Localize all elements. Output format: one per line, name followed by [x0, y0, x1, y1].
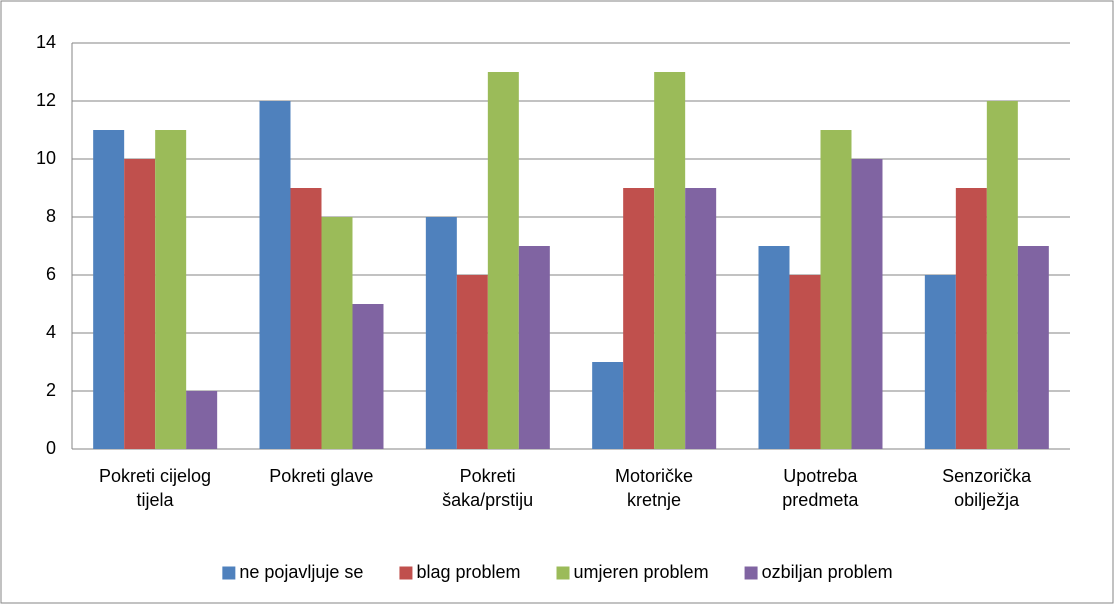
legend-swatch	[744, 566, 758, 580]
legend-swatch	[556, 566, 570, 580]
bar	[456, 275, 488, 449]
x-tick-label: Upotreba predmeta	[782, 466, 859, 510]
y-tick-label: 4	[46, 322, 56, 342]
bar	[1017, 246, 1049, 449]
legend-label: umjeren problem	[574, 562, 709, 582]
bar	[592, 362, 624, 449]
bar	[124, 159, 156, 449]
legend-label: blag problem	[416, 562, 520, 582]
x-tick-label: Pokreti šaka/prstiju	[442, 466, 534, 510]
legend-label: ozbiljan problem	[762, 562, 893, 582]
bar	[518, 246, 550, 449]
y-tick-label: 12	[36, 90, 56, 110]
y-tick-label: 14	[36, 32, 56, 52]
bar	[259, 101, 291, 449]
bar	[425, 217, 457, 449]
bar	[955, 188, 987, 449]
y-tick-label: 6	[46, 264, 56, 284]
bar	[789, 275, 821, 449]
bar	[93, 130, 125, 449]
bar	[986, 101, 1018, 449]
bar	[851, 159, 883, 449]
x-tick-label: Motoričke kretnje	[614, 466, 694, 510]
bar	[186, 391, 218, 449]
bar	[487, 72, 519, 449]
bar	[623, 188, 655, 449]
bar	[820, 130, 852, 449]
bar	[290, 188, 322, 449]
y-tick-label: 8	[46, 206, 56, 226]
legend-swatch	[399, 566, 413, 580]
bar	[924, 275, 956, 449]
bar	[758, 246, 790, 449]
x-tick-label: Pokreti glave	[269, 466, 374, 486]
y-tick-label: 2	[46, 380, 56, 400]
x-tick-label: Senzorička obilježja	[942, 466, 1032, 510]
bar	[654, 72, 686, 449]
bar	[685, 188, 717, 449]
bar	[321, 217, 353, 449]
legend-swatch	[222, 566, 236, 580]
y-tick-label: 0	[46, 438, 56, 458]
x-tick-label: Pokreti cijelog tijela	[98, 466, 212, 510]
bar	[155, 130, 187, 449]
y-tick-label: 10	[36, 148, 56, 168]
bar	[352, 304, 384, 449]
legend-label: ne pojavljuje se	[239, 562, 363, 582]
